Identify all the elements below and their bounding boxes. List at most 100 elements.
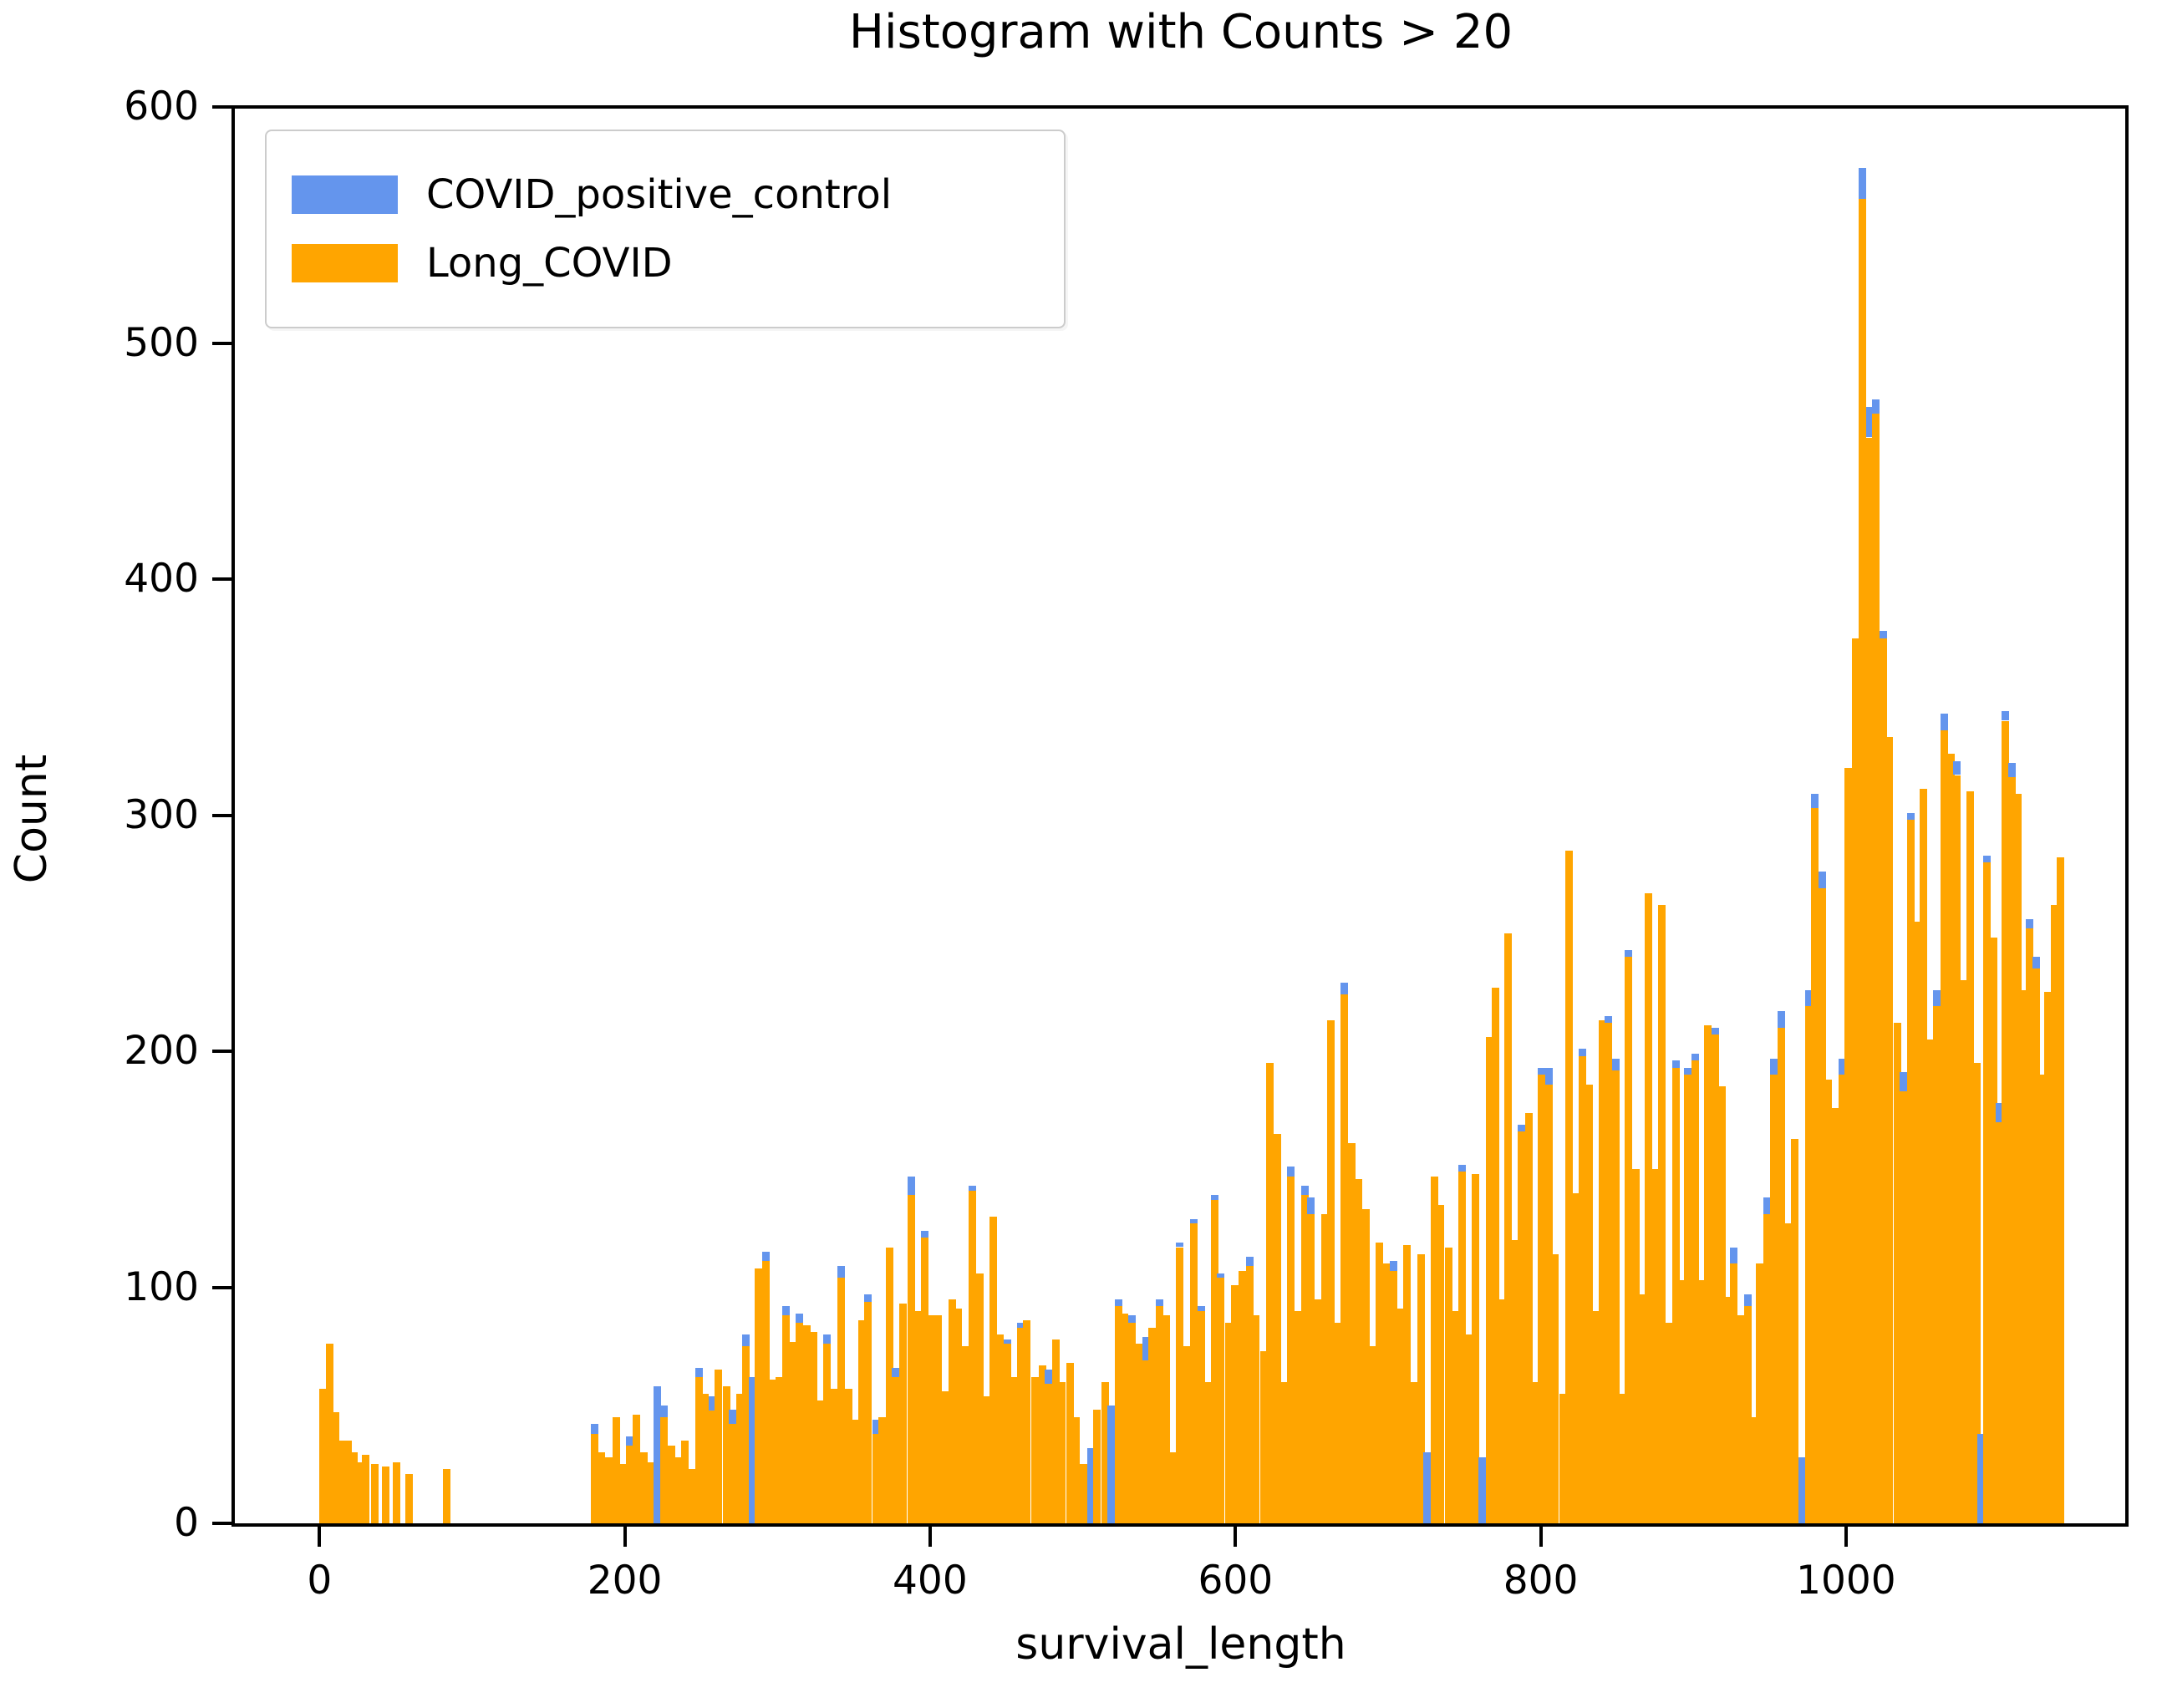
bar-long-covid bbox=[1605, 1023, 1613, 1523]
bar-long-covid bbox=[892, 1376, 900, 1523]
bar-covid-positive-control bbox=[1983, 855, 1992, 862]
bar-long-covid bbox=[1273, 1133, 1281, 1523]
bar-long-covid bbox=[709, 1410, 717, 1523]
bar-covid-positive-control bbox=[762, 1252, 771, 1262]
bar-long-covid bbox=[1361, 1209, 1370, 1523]
x-tick-label: 800 bbox=[1503, 1558, 1579, 1604]
bar-covid-positive-control bbox=[1537, 1067, 1545, 1075]
spine-bottom bbox=[231, 1523, 2129, 1527]
bar-long-covid bbox=[823, 1344, 832, 1523]
bar-covid-positive-control bbox=[659, 1405, 668, 1417]
bar-long-covid bbox=[1946, 754, 1955, 1523]
bar-long-covid bbox=[1618, 1393, 1626, 1523]
bar-long-covid bbox=[1217, 1278, 1225, 1523]
x-tick bbox=[318, 1527, 322, 1547]
bar-long-covid bbox=[1368, 1346, 1376, 1523]
bar-covid-positive-control bbox=[1106, 1405, 1115, 1524]
bar-covid-positive-control bbox=[1176, 1242, 1184, 1248]
bar-long-covid bbox=[1743, 1306, 1752, 1523]
bar-long-covid bbox=[1525, 1112, 1534, 1523]
bar-long-covid bbox=[1585, 1084, 1593, 1523]
bar-long-covid bbox=[1300, 1195, 1309, 1523]
bar-long-covid bbox=[1044, 1384, 1052, 1523]
bar-covid-positive-control bbox=[1941, 714, 1949, 730]
bar-covid-positive-control bbox=[1579, 1049, 1587, 1056]
bar-covid-positive-control bbox=[748, 1376, 756, 1523]
bar-long-covid bbox=[1176, 1247, 1184, 1523]
bar-covid-positive-control bbox=[1478, 1456, 1486, 1523]
bar-covid-positive-control bbox=[1804, 989, 1813, 1007]
bar-covid-positive-control bbox=[1730, 1247, 1738, 1264]
x-tick-label: 200 bbox=[587, 1558, 663, 1604]
bar-long-covid bbox=[1287, 1176, 1295, 1523]
bar-covid-positive-control bbox=[1287, 1167, 1295, 1177]
bar-long-covid bbox=[954, 1308, 963, 1523]
bar-long-covid bbox=[1457, 1172, 1466, 1523]
bar-long-covid bbox=[1148, 1327, 1157, 1523]
bar-long-covid bbox=[2057, 857, 2065, 1523]
bar-long-covid bbox=[886, 1247, 894, 1523]
bar-long-covid bbox=[1335, 1322, 1343, 1523]
bar-long-covid bbox=[1189, 1223, 1198, 1523]
bar-long-covid bbox=[1315, 1299, 1323, 1523]
bar-long-covid bbox=[878, 1416, 886, 1523]
bar-covid-positive-control bbox=[872, 1419, 880, 1434]
bar-long-covid bbox=[659, 1416, 668, 1523]
bar-long-covid bbox=[1376, 1242, 1384, 1523]
bar-long-covid bbox=[1326, 1020, 1335, 1523]
bar-long-covid bbox=[921, 1238, 929, 1523]
y-tick-label: 500 bbox=[124, 319, 199, 366]
y-tick bbox=[212, 1522, 234, 1525]
bar-covid-positive-control bbox=[1197, 1306, 1205, 1311]
bar-long-covid bbox=[762, 1261, 771, 1523]
y-tick-label: 300 bbox=[124, 791, 199, 838]
bar-long-covid bbox=[742, 1346, 750, 1523]
bar-long-covid bbox=[2032, 968, 2040, 1523]
bar-long-covid bbox=[1162, 1315, 1170, 1523]
y-tick bbox=[212, 813, 234, 817]
bar-long-covid bbox=[1559, 1393, 1567, 1523]
bar-long-covid bbox=[940, 1390, 949, 1523]
bar-long-covid bbox=[1211, 1200, 1219, 1523]
bar-covid-positive-control bbox=[1246, 1256, 1254, 1267]
bar-long-covid bbox=[776, 1376, 784, 1523]
bar-long-covid bbox=[1644, 892, 1652, 1523]
bar-long-covid bbox=[982, 1395, 990, 1523]
bar-long-covid bbox=[1907, 820, 1915, 1523]
bar-long-covid bbox=[1571, 1192, 1580, 1523]
bar-covid-positive-control bbox=[2026, 918, 2034, 929]
bar-covid-positive-control bbox=[837, 1266, 845, 1278]
bar-long-covid bbox=[1197, 1310, 1205, 1524]
bar-long-covid bbox=[1023, 1320, 1031, 1523]
bar-covid-positive-control bbox=[864, 1294, 872, 1302]
bar-long-covid bbox=[1913, 921, 1921, 1523]
bar-long-covid bbox=[674, 1456, 682, 1523]
bar-covid-positive-control bbox=[1819, 872, 1827, 889]
bar-long-covid bbox=[1551, 1254, 1559, 1523]
bar-long-covid bbox=[1717, 1086, 1726, 1523]
bar-long-covid bbox=[816, 1400, 825, 1523]
bar-covid-positive-control bbox=[1307, 1197, 1315, 1214]
bar-long-covid bbox=[1749, 1416, 1758, 1523]
bar-long-covid bbox=[1983, 862, 1992, 1523]
chart-title: Histogram with Counts > 20 bbox=[848, 5, 1513, 59]
bar-long-covid bbox=[700, 1393, 709, 1523]
bar-long-covid bbox=[2050, 904, 2058, 1523]
bar-long-covid bbox=[1865, 437, 1874, 1523]
bar-long-covid bbox=[382, 1467, 390, 1523]
bar-long-covid bbox=[1403, 1244, 1412, 1523]
bar-long-covid bbox=[1485, 1037, 1493, 1523]
bar-long-covid bbox=[2020, 989, 2028, 1523]
bar-covid-positive-control bbox=[1763, 1197, 1772, 1214]
bar-covid-positive-control bbox=[1899, 1072, 1907, 1091]
bar-long-covid bbox=[626, 1445, 634, 1523]
x-axis-label: survival_length bbox=[1015, 1619, 1346, 1670]
bar-covid-positive-control bbox=[1300, 1186, 1309, 1196]
bar-covid-positive-control bbox=[1777, 1011, 1785, 1028]
bar-covid-positive-control bbox=[694, 1367, 703, 1377]
bar-long-covid bbox=[1169, 1452, 1178, 1524]
bar-long-covid bbox=[722, 1386, 730, 1523]
bar-long-covid bbox=[1579, 1055, 1587, 1523]
bar-covid-positive-control bbox=[1340, 983, 1349, 995]
x-tick bbox=[928, 1527, 932, 1547]
